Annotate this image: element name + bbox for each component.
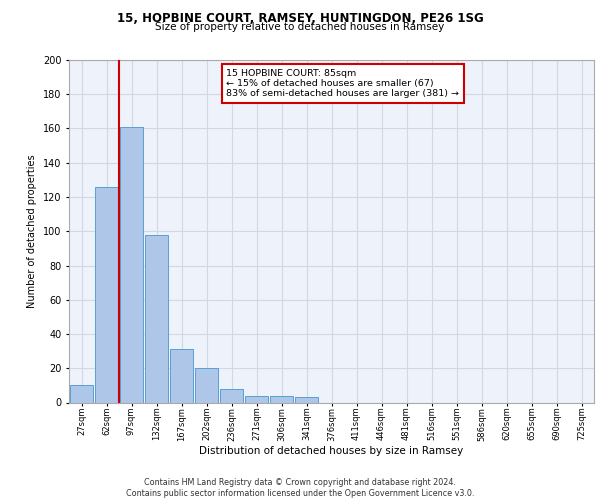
Bar bbox=[145, 234, 168, 402]
X-axis label: Distribution of detached houses by size in Ramsey: Distribution of detached houses by size … bbox=[199, 446, 464, 456]
Bar bbox=[220, 389, 243, 402]
Y-axis label: Number of detached properties: Number of detached properties bbox=[28, 154, 37, 308]
Bar bbox=[270, 396, 293, 402]
Bar bbox=[170, 350, 193, 403]
Bar bbox=[195, 368, 218, 402]
Text: Contains HM Land Registry data © Crown copyright and database right 2024.
Contai: Contains HM Land Registry data © Crown c… bbox=[126, 478, 474, 498]
Bar bbox=[295, 398, 318, 402]
Bar bbox=[120, 127, 143, 402]
Text: 15, HOPBINE COURT, RAMSEY, HUNTINGDON, PE26 1SG: 15, HOPBINE COURT, RAMSEY, HUNTINGDON, P… bbox=[116, 12, 484, 24]
Text: 15 HOPBINE COURT: 85sqm
← 15% of detached houses are smaller (67)
83% of semi-de: 15 HOPBINE COURT: 85sqm ← 15% of detache… bbox=[227, 68, 460, 98]
Bar bbox=[70, 386, 93, 402]
Bar bbox=[245, 396, 268, 402]
Bar bbox=[95, 186, 118, 402]
Text: Size of property relative to detached houses in Ramsey: Size of property relative to detached ho… bbox=[155, 22, 445, 32]
